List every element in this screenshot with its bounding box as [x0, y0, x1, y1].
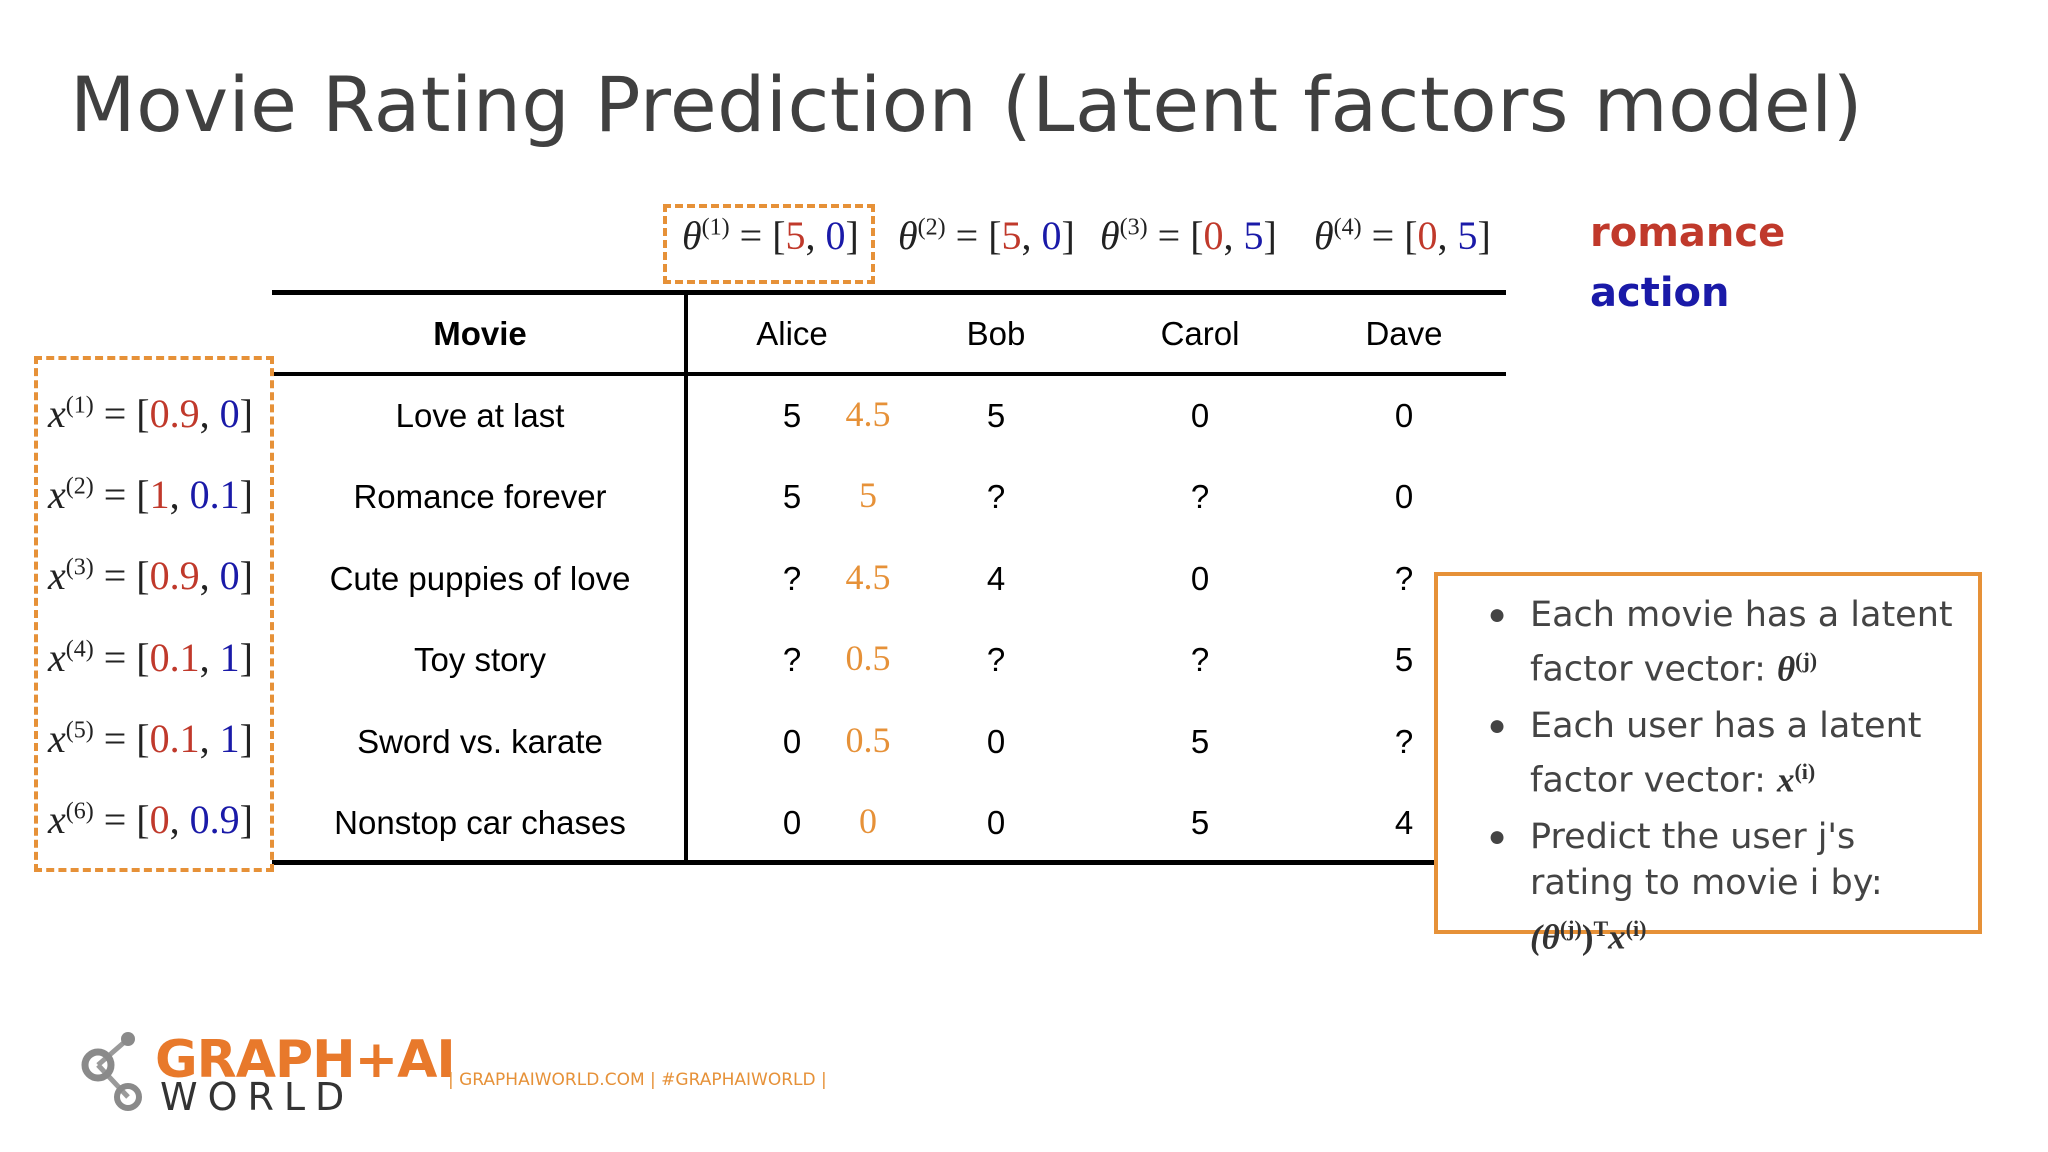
predicted-rating-alice: 0.5	[845, 638, 891, 678]
predicted-rating-alice: 0.5	[845, 720, 891, 760]
theta-vector-3: θ(3) = [0, 5]	[1100, 213, 1277, 258]
bullet-icon: ●	[1488, 709, 1507, 742]
x-vector-1: x(1) = [0.9, 0]	[48, 391, 253, 436]
rating-alice: 0	[782, 804, 802, 841]
rating-dave: ?	[1394, 560, 1414, 597]
rating-dave: 5	[1394, 641, 1414, 678]
header-dave: Dave	[1365, 315, 1443, 352]
header-bob: Bob	[966, 315, 1026, 352]
movie-title: Romance forever	[353, 478, 607, 515]
table-column-divider	[684, 294, 688, 862]
header-alice: Alice	[756, 315, 828, 352]
rating-alice: 5	[782, 397, 802, 434]
rating-carol: ?	[1190, 641, 1210, 678]
page-title: Movie Rating Prediction (Latent factors …	[70, 60, 1863, 149]
notes-box	[1434, 572, 1982, 934]
table-header-rule	[272, 372, 1506, 376]
theta1-highlight-box	[663, 204, 875, 284]
x-vector-3: x(3) = [0.9, 0]	[48, 553, 253, 598]
footer-links: | GRAPHAIWORLD.COM | #GRAPHAIWORLD |	[448, 1070, 827, 1090]
predicted-rating-alice: 5	[859, 475, 877, 515]
x-vectors-highlight-box	[34, 356, 274, 872]
rating-carol: 5	[1190, 804, 1210, 841]
rating-carol: 5	[1190, 723, 1210, 760]
movie-title: Toy story	[413, 641, 547, 678]
rating-dave: 4	[1394, 804, 1414, 841]
x-vector-5: x(5) = [0.1, 1]	[48, 716, 253, 761]
rating-dave: ?	[1394, 723, 1414, 760]
logo-text-top: GRAPH+AI	[155, 1030, 456, 1090]
bullet-icon: ●	[1488, 820, 1507, 853]
logo-graph-icon	[81, 1032, 142, 1111]
x-vector-6: x(6) = [0, 0.9]	[48, 797, 253, 842]
rating-bob: ?	[986, 478, 1006, 515]
header-carol: Carol	[1160, 315, 1240, 352]
rating-dave: 0	[1394, 397, 1414, 434]
table-top-rule	[272, 290, 1506, 295]
rating-carol: ?	[1190, 478, 1210, 515]
rating-alice: 5	[782, 478, 802, 515]
note-2: Each user has a latent factor vector: x(…	[1530, 706, 1922, 801]
theta-vector-1: θ(1) = [5, 0]	[682, 213, 859, 258]
rating-bob: 0	[986, 804, 1006, 841]
legend-romance: romance	[1590, 210, 1786, 256]
logo-text-bottom: WORLD	[160, 1075, 355, 1119]
rating-carol: 0	[1190, 397, 1210, 434]
rating-bob: 0	[986, 723, 1006, 760]
rating-alice: 0	[782, 723, 802, 760]
rating-carol: 0	[1190, 560, 1210, 597]
movie-title: Love at last	[395, 397, 565, 434]
movie-title: Sword vs. karate	[357, 723, 603, 760]
movie-title: Nonstop car chases	[334, 804, 626, 841]
rating-dave: 0	[1394, 478, 1414, 515]
theta-vector-4: θ(4) = [0, 5]	[1314, 213, 1491, 258]
rating-alice: ?	[782, 560, 802, 597]
rating-bob: 4	[986, 560, 1006, 597]
header-movie: Movie	[433, 315, 527, 352]
bullet-icon: ●	[1488, 598, 1507, 631]
rating-bob: ?	[986, 641, 1006, 678]
movie-title: Cute puppies of love	[329, 560, 631, 597]
x-vector-2: x(2) = [1, 0.1]	[48, 472, 253, 517]
predicted-rating-alice: 4.5	[845, 394, 891, 434]
rating-bob: 5	[986, 397, 1006, 434]
predicted-rating-alice: 0	[859, 801, 877, 841]
x-vector-4: x(4) = [0.1, 1]	[48, 635, 253, 680]
rating-alice: ?	[782, 641, 802, 678]
note-3: Predict the user j's rating to movie i b…	[1530, 817, 1883, 957]
legend-action: action	[1590, 270, 1730, 316]
note-1: Each movie has a latent factor vector: θ…	[1530, 595, 1953, 690]
table-bottom-rule	[272, 860, 1436, 865]
theta-vector-2: θ(2) = [5, 0]	[898, 213, 1075, 258]
predicted-rating-alice: 4.5	[845, 557, 891, 597]
